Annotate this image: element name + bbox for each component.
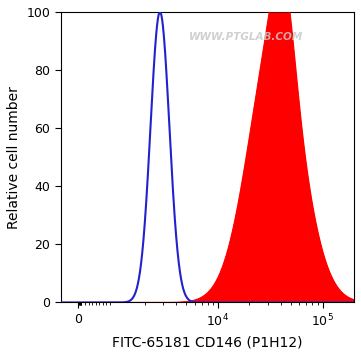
Y-axis label: Relative cell number: Relative cell number	[7, 86, 21, 229]
X-axis label: FITC-65181 CD146 (P1H12): FITC-65181 CD146 (P1H12)	[112, 335, 303, 349]
Text: WWW.PTGLAB.COM: WWW.PTGLAB.COM	[188, 32, 303, 42]
